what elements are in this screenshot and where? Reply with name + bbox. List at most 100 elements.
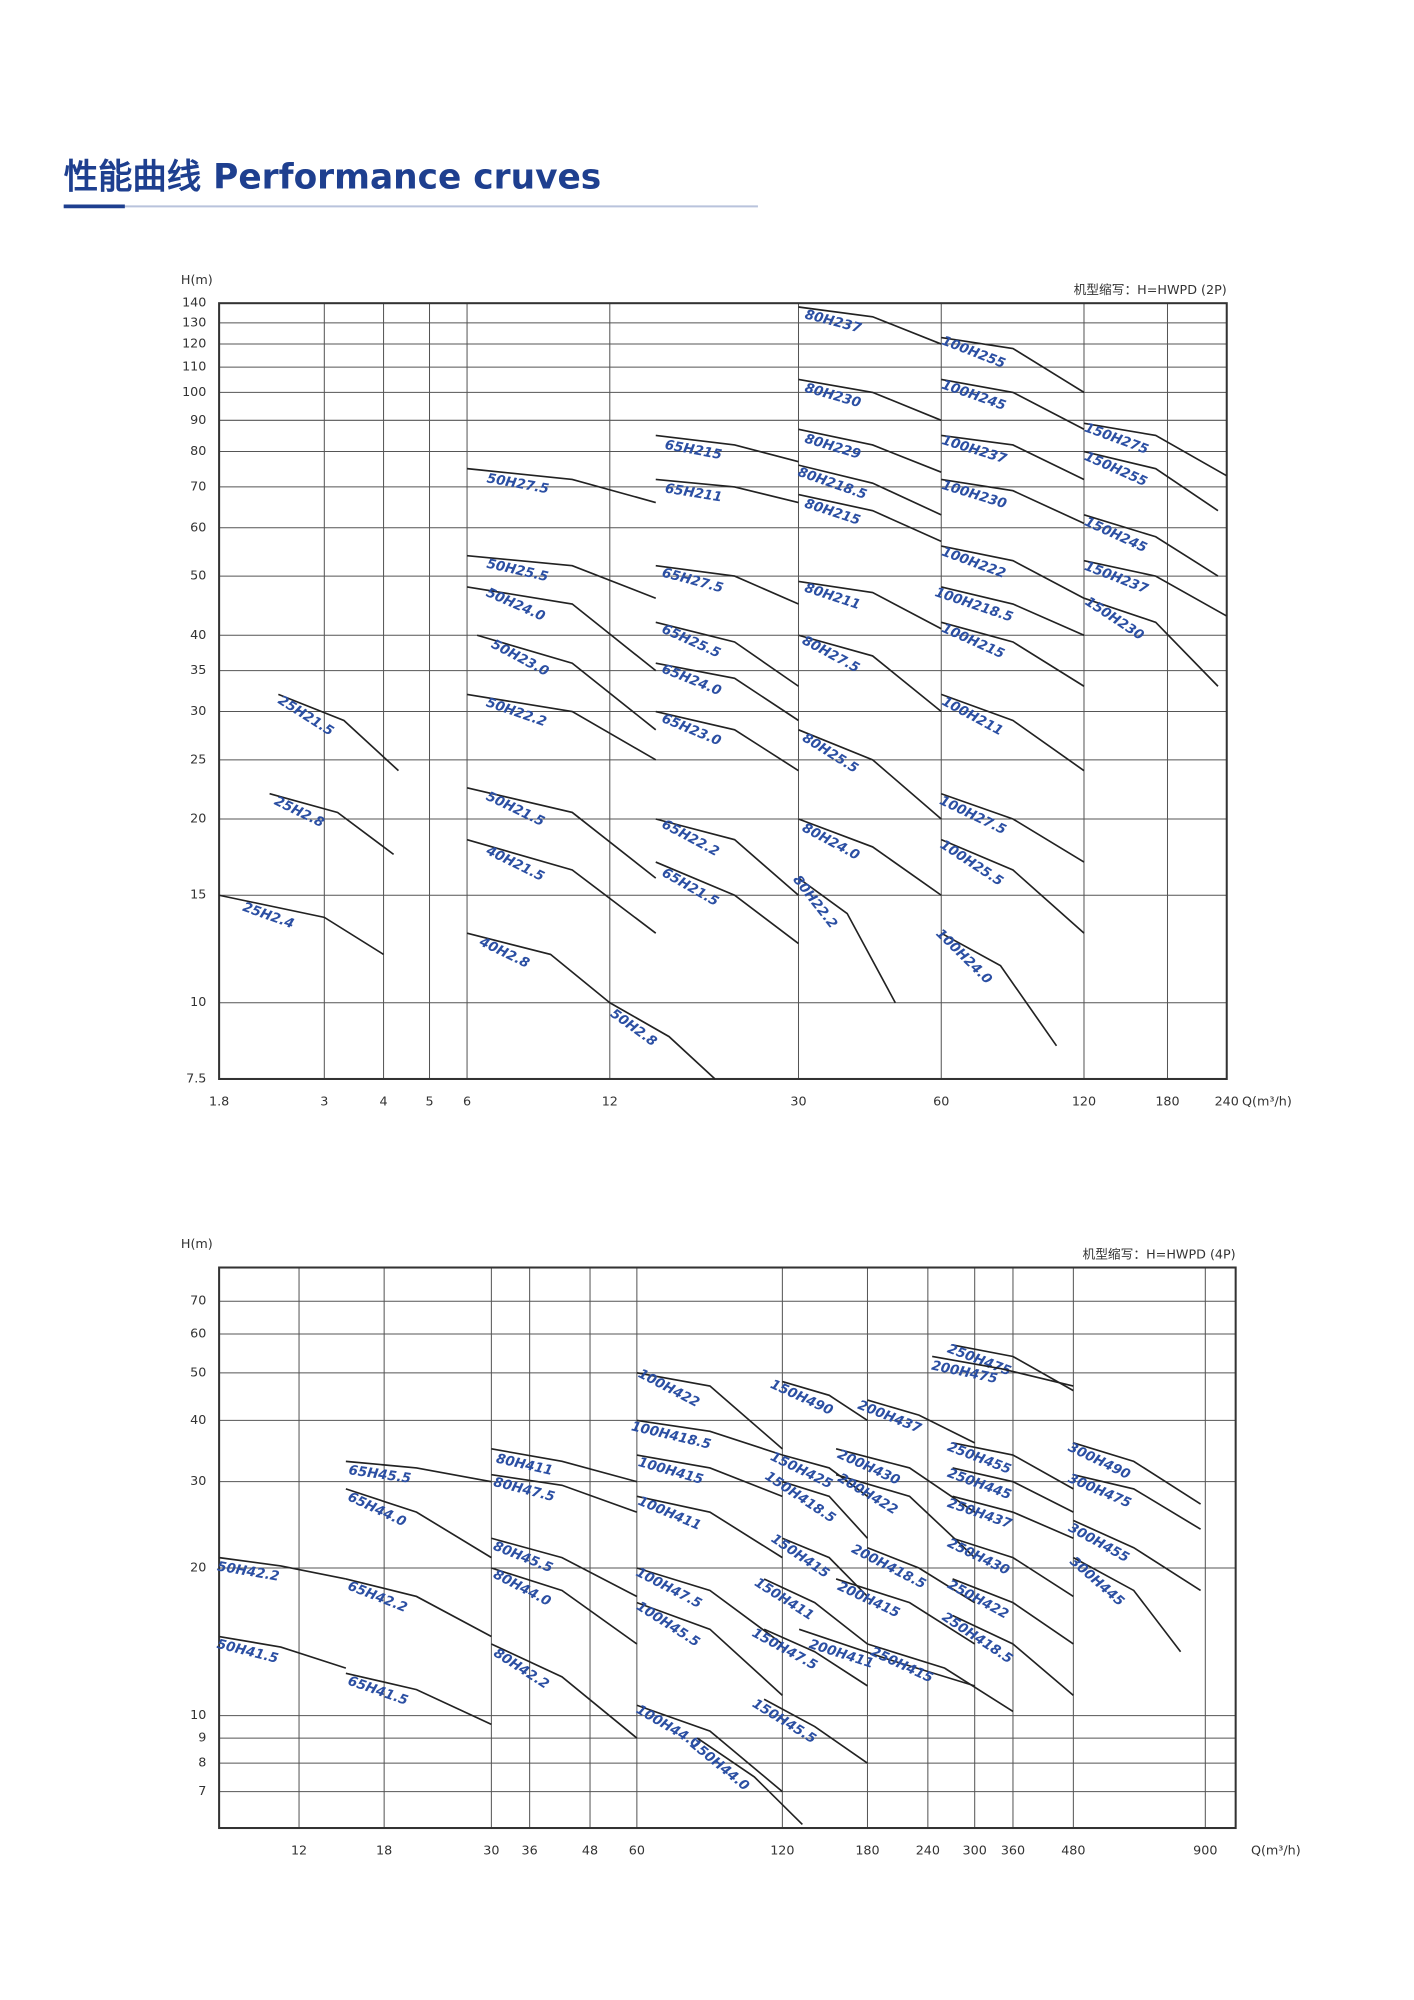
x-tick-label: 12 [291, 1843, 307, 1858]
pump-curve [636, 1454, 783, 1498]
curve-label: 100H411 [636, 1494, 704, 1534]
pump-curve [655, 434, 799, 463]
y-tick-label: 25 [190, 752, 206, 767]
pump-curve [636, 1704, 783, 1793]
x-tick-label: 300 [963, 1843, 987, 1858]
pump-curve [835, 1473, 976, 1559]
curve-label: 100H215 [939, 621, 1006, 662]
pump-curve [798, 428, 942, 473]
curve-label: 250H430 [945, 1536, 1012, 1579]
x-tick-label: 3 [320, 1094, 328, 1109]
plot-frame [218, 302, 1228, 1080]
curve-label: 65H21.5 [659, 866, 721, 910]
pump-curve [763, 1698, 868, 1764]
y-tick-label: 120 [182, 337, 206, 352]
pump-curve [218, 1556, 347, 1580]
curve-label: 200H437 [855, 1398, 923, 1437]
pump-curve [798, 877, 897, 1004]
pump-curve [1073, 1442, 1202, 1505]
pump-curve [1083, 597, 1219, 687]
curve-label: 100H255 [939, 334, 1007, 372]
pump-curve [655, 861, 799, 945]
x-axis-label: Q(m³/h) [1251, 1843, 1301, 1858]
curve-label: 50H24.0 [484, 586, 547, 625]
pump-curve [218, 1635, 347, 1669]
curve-label: 50H21.5 [484, 789, 547, 830]
curve-label: 150H230 [1082, 594, 1146, 643]
pump-curve [476, 634, 657, 731]
pump-curve [345, 1672, 492, 1726]
y-tick-label: 35 [190, 663, 206, 678]
x-tick-label: 240 [1215, 1094, 1239, 1109]
pump-curve [491, 1567, 638, 1645]
pump-curve [941, 545, 1085, 599]
x-tick-label: 18 [376, 1843, 392, 1858]
y-tick-label: 30 [190, 704, 206, 719]
pump-curve [782, 1454, 868, 1498]
curve-label: 100H25.5 [937, 838, 1005, 890]
pump-curve [655, 710, 799, 772]
x-tick-label: 60 [629, 1843, 645, 1858]
y-tick-label: 50 [190, 1365, 206, 1380]
y-axis-label: H(m) [181, 273, 213, 288]
x-tick-label: 900 [1193, 1843, 1217, 1858]
curve-label: 25H21.5 [275, 693, 336, 739]
pump-curve [952, 1344, 1074, 1392]
y-tick-label: 10 [190, 1708, 206, 1723]
curve-label: 100H211 [939, 694, 1005, 739]
pump-curve [932, 1355, 1074, 1387]
curve-label: 80H25.5 [799, 731, 860, 777]
pump-curve [952, 1442, 1074, 1490]
pump-curve [763, 1578, 868, 1645]
y-tick-label: 7.5 [186, 1071, 206, 1086]
pump-curve [218, 894, 384, 956]
x-tick-label: 120 [770, 1843, 794, 1858]
curve-label: 150H44.0 [687, 1737, 752, 1794]
pump-curve [940, 838, 1085, 934]
x-tick-label: 360 [1001, 1843, 1025, 1858]
pump-curve [782, 1380, 868, 1422]
curve-label: 40H2.8 [476, 934, 532, 971]
curve-label: 150H245 [1082, 515, 1149, 556]
x-tick-label: 240 [916, 1843, 940, 1858]
x-tick-label: 36 [522, 1843, 538, 1858]
pump-curve [466, 932, 611, 1004]
curve-label: 65H42.2 [345, 1579, 409, 1616]
x-tick-label: 180 [855, 1843, 879, 1858]
curve-label: 100H27.5 [937, 794, 1008, 839]
pump-curve [1073, 1519, 1202, 1592]
x-tick-label: 180 [1155, 1094, 1179, 1109]
pump-curve [491, 1448, 638, 1483]
y-tick-label: 110 [182, 360, 206, 375]
pump-curve [798, 378, 942, 422]
pump-curve [941, 378, 1085, 431]
pump-curve [609, 1002, 716, 1080]
pump-curve [655, 564, 799, 605]
pump-curve [798, 729, 942, 820]
curve-label: 100H245 [940, 378, 1008, 414]
curve-label: 80H211 [803, 581, 862, 613]
curve-label: 80H24.0 [799, 821, 861, 864]
y-tick-label: 60 [190, 1327, 206, 1342]
pump-curve [952, 1614, 1074, 1696]
pump-curve [941, 434, 1085, 481]
y-tick-label: 10 [190, 995, 206, 1010]
pump-curve [941, 586, 1085, 637]
curve-label: 80H27.5 [799, 633, 861, 676]
pump-curve [655, 662, 799, 722]
pump-curve [269, 792, 395, 856]
x-tick-label: 120 [1072, 1094, 1096, 1109]
pump-curve [1073, 1473, 1202, 1530]
pump-curve [940, 932, 1058, 1047]
pump-curve [466, 586, 657, 672]
pump-curve [1083, 514, 1219, 577]
y-tick-label: 30 [190, 1474, 206, 1489]
y-tick-label: 20 [190, 811, 206, 826]
x-tick-label: 30 [790, 1094, 806, 1109]
pump-curve [940, 792, 1085, 863]
pump-curve [952, 1578, 1074, 1645]
pump-curve [941, 478, 1085, 525]
curve-label: 80H411 [495, 1452, 555, 1479]
curve-label: 50H22.2 [484, 696, 548, 731]
y-tick-label: 130 [182, 315, 206, 330]
